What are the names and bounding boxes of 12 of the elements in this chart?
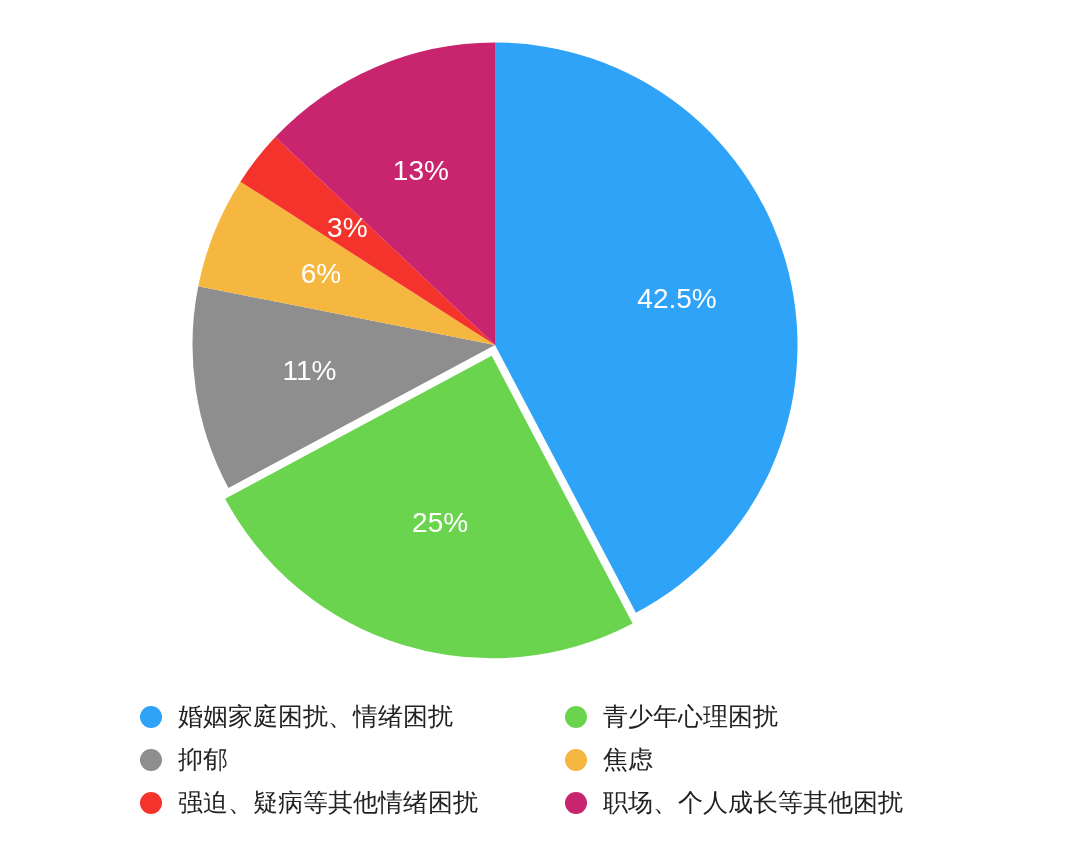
data-label: 11% — [282, 355, 337, 387]
legend-label: 强迫、疑病等其他情绪困扰 — [178, 787, 478, 819]
data-label: 13% — [392, 155, 449, 187]
data-label: 3% — [327, 212, 368, 244]
legend-label: 焦虑 — [603, 744, 653, 776]
data-label: 42.5% — [637, 282, 717, 314]
data-label: 25% — [412, 507, 469, 539]
data-label: 6% — [300, 257, 342, 289]
legend-label: 职场、个人成长等其他困扰 — [603, 787, 903, 819]
legend-label: 抑郁 — [178, 744, 228, 776]
legend-label: 青少年心理困扰 — [603, 701, 778, 733]
legend-label: 婚姻家庭困扰、情绪困扰 — [178, 701, 453, 733]
